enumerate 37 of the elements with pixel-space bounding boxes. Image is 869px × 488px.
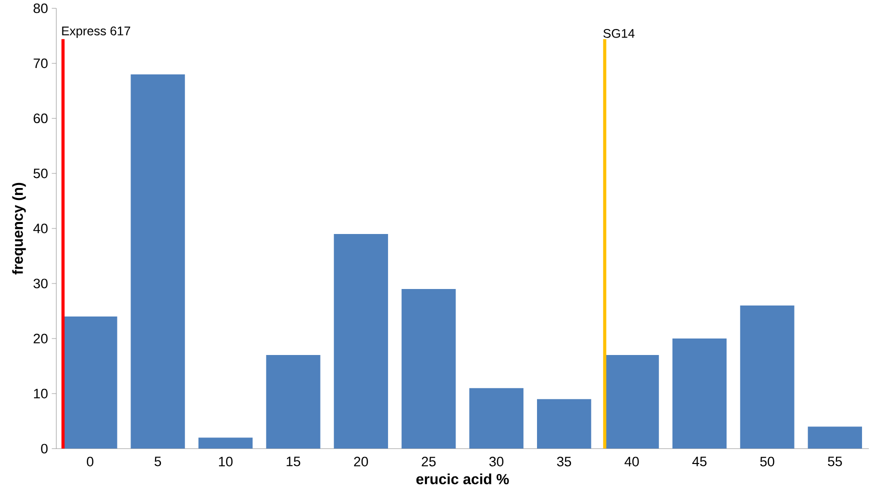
bar [402, 289, 456, 449]
y-tick-label: 20 [34, 334, 48, 344]
bar [266, 355, 320, 449]
y-tick-label: 0 [41, 444, 48, 454]
x-tick-label: 10 [219, 456, 233, 466]
x-tick-label: 25 [422, 456, 436, 466]
x-tick-label: 40 [624, 456, 639, 466]
bar [469, 388, 524, 449]
x-tick-label: 30 [489, 456, 504, 466]
bar [740, 306, 794, 449]
y-axis-title: frequency (n) [12, 182, 26, 275]
ref-line-label: Express 617 [62, 26, 130, 38]
bar [672, 338, 727, 449]
x-tick-label: 0 [86, 456, 94, 466]
bar [808, 426, 862, 449]
x-tick-label: 15 [286, 456, 300, 466]
y-tick-label: 70 [34, 58, 48, 68]
bar [130, 74, 185, 449]
bar [334, 234, 388, 449]
x-tick-label: 45 [692, 456, 706, 466]
ref-line-label: SG14 [603, 29, 635, 38]
y-tick-label: 50 [34, 168, 48, 178]
y-tick-label: 40 [33, 224, 48, 234]
x-axis-title: erucic acid % [416, 474, 509, 484]
x-tick-label: 5 [154, 456, 162, 466]
bar [537, 399, 592, 449]
x-tick-label: 20 [354, 456, 368, 466]
x-tick-label: 35 [557, 456, 572, 466]
bar [604, 355, 659, 449]
y-tick-label: 10 [34, 388, 48, 398]
x-tick-label: 50 [760, 456, 774, 466]
y-tick-label: 80 [34, 4, 48, 14]
y-tick-label: 30 [34, 278, 48, 288]
bar [198, 438, 253, 449]
x-tick-label: 55 [828, 456, 842, 466]
y-tick-label: 60 [34, 114, 48, 124]
bar [63, 316, 118, 449]
